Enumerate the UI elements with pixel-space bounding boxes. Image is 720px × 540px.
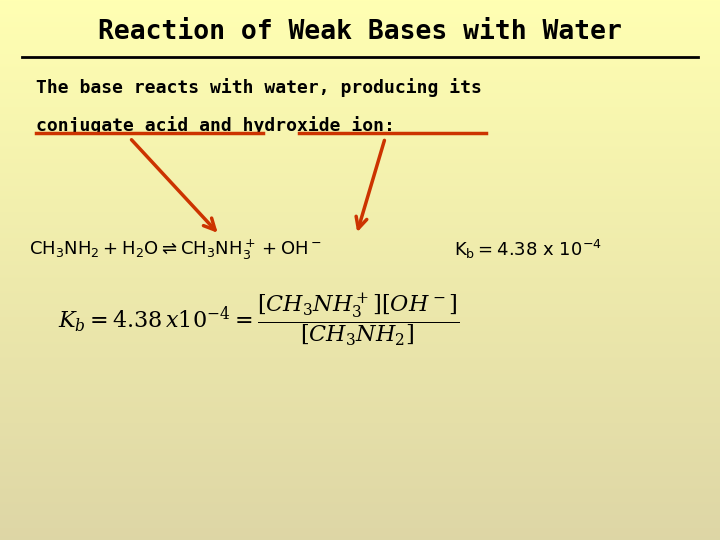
- Text: conjugate acid and hydroxide ion:: conjugate acid and hydroxide ion:: [36, 116, 395, 135]
- Text: The base reacts with water, producing its: The base reacts with water, producing it…: [36, 78, 482, 97]
- Text: $K_b = 4.38\,x10^{-4} = \dfrac{[CH_3NH_3^+][OH^-]}{[CH_3NH_2]}$: $K_b = 4.38\,x10^{-4} = \dfrac{[CH_3NH_3…: [58, 292, 459, 348]
- Text: $\mathsf{K_b = 4.38 \ x \ 10^{-4}}$: $\mathsf{K_b = 4.38 \ x \ 10^{-4}}$: [454, 238, 601, 261]
- Text: $\mathsf{CH_3NH_2 + H_2O \rightleftharpoons CH_3NH_3^+ + OH^-}$: $\mathsf{CH_3NH_2 + H_2O \rightleftharpo…: [29, 238, 322, 262]
- Text: Reaction of Weak Bases with Water: Reaction of Weak Bases with Water: [98, 19, 622, 45]
